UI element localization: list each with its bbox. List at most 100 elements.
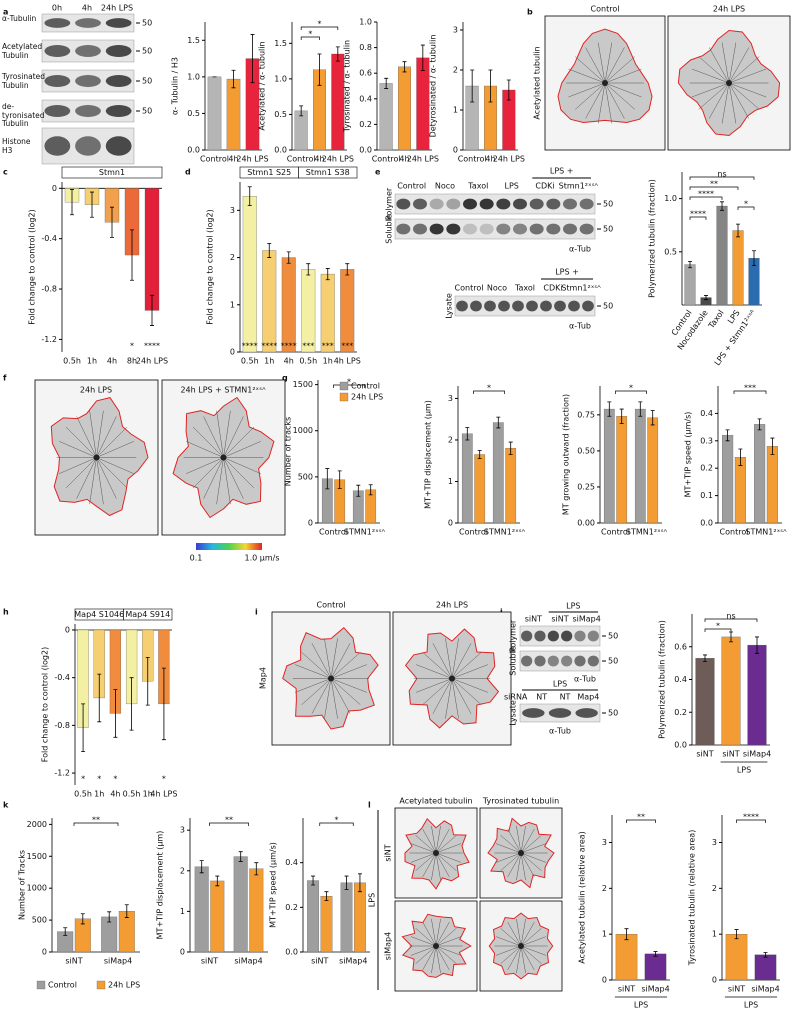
error-bar <box>703 654 707 662</box>
marker-label: 50 <box>142 77 152 86</box>
error-bar <box>736 223 740 238</box>
significance: ** <box>92 816 100 825</box>
blot-band <box>522 708 545 718</box>
bar <box>647 417 659 524</box>
y-tick-label: 0 <box>448 519 453 528</box>
y-tick-label: 0.50 <box>577 446 595 455</box>
x-tick-label: STMN1²ˣˢᴬ <box>626 528 668 537</box>
blot-band <box>540 300 552 312</box>
significance: ** <box>225 816 233 825</box>
significance: **** <box>743 813 759 822</box>
x-tick-label: 4h <box>110 790 120 799</box>
error-bar <box>755 636 759 654</box>
y-tick-label: 500 <box>298 472 313 481</box>
y-tick-label: 2000 <box>27 820 47 829</box>
x-tick-label: STMN1²ˣˢᴬ <box>344 528 386 537</box>
blot-band <box>574 655 586 667</box>
row-label: α-Tubulin <box>2 14 37 23</box>
significance: ** <box>637 813 645 822</box>
bar <box>722 435 734 524</box>
bar <box>732 230 744 306</box>
significance: ns <box>726 612 735 621</box>
row-label: Histone H3 <box>2 137 31 155</box>
y-tick-label: 0.4 <box>674 675 687 684</box>
x-tick-label: 24h LPS <box>407 155 439 164</box>
marker-label: 50 <box>608 632 618 641</box>
x-tick-label: 24h LPS <box>493 155 525 164</box>
centrosome <box>433 943 439 949</box>
column-label: 24h LPS + STMN1²ˣˢᴬ <box>180 386 266 395</box>
antibody-label: α-Tub <box>549 727 571 736</box>
bracket <box>333 384 365 388</box>
significance: * <box>130 342 134 351</box>
error-bar <box>129 677 134 731</box>
y-tick-label: 0.5 <box>274 110 287 119</box>
lane-label: siNT <box>551 615 568 624</box>
y-tick-label: 1500 <box>27 852 47 861</box>
blot-band <box>529 198 544 210</box>
error-bar <box>345 263 350 276</box>
blot-band <box>587 655 599 667</box>
group-label: LPS <box>368 893 377 907</box>
bar <box>242 196 257 353</box>
y-tick-label: 0.25 <box>577 482 595 491</box>
bracket <box>615 390 647 394</box>
y-tick-label: 1 <box>180 907 185 916</box>
lane-label: Stmn1²ˣˢᴬ <box>559 182 599 191</box>
y-tick-label: 1.0 <box>359 18 372 27</box>
significance: * <box>97 775 101 784</box>
y-tick-label: 0.0 <box>674 741 687 750</box>
y-tick-label: 2 <box>448 435 453 444</box>
error-bar <box>402 61 407 73</box>
facet-title: Map4 S1046 <box>74 610 124 619</box>
error-bar <box>757 418 762 431</box>
blot-band <box>429 223 444 235</box>
error-bar <box>357 873 362 893</box>
y-tick-label: 0.6 <box>359 69 372 78</box>
bar <box>716 205 728 306</box>
x-tick-label: 0.5h <box>63 357 81 366</box>
blot-band <box>546 198 561 210</box>
blot-band <box>546 223 561 235</box>
group-label: LPS <box>566 602 580 611</box>
y-tick-label: 0.0 <box>359 146 372 155</box>
blot-band <box>498 300 510 312</box>
y-tick-label: 2 <box>453 66 458 75</box>
column-label: 24h LPS <box>80 386 112 395</box>
y-tick-label: 3 <box>712 838 717 847</box>
lane-label: CDKi <box>535 182 554 191</box>
bar <box>754 954 777 981</box>
y-tick-label: 1 <box>602 930 607 939</box>
x-tick-label: STMN1²ˣˢᴬ <box>484 528 526 537</box>
y-axis-label: MT growing outward (fraction) <box>562 394 571 515</box>
bar <box>379 83 393 151</box>
error-bar <box>107 911 112 923</box>
column-label: 24h LPS <box>713 5 745 14</box>
row-label: Acetylated tubulin <box>533 46 542 119</box>
bar <box>747 644 767 746</box>
error-bar <box>368 484 373 496</box>
column-label: 24h LPS <box>436 601 468 610</box>
lane-label: Control <box>455 284 484 293</box>
y-tick-label: 0 <box>230 348 235 357</box>
bracket <box>704 628 732 632</box>
significance: * <box>629 384 633 393</box>
legend-label: 24h LPS <box>108 981 140 990</box>
y-tick-label: 0.0 <box>285 948 298 957</box>
y-tick-label: 0.3 <box>700 436 713 445</box>
error-bar <box>506 79 511 101</box>
x-tick-label: siNT <box>201 957 218 966</box>
blot-band <box>582 300 594 312</box>
bar <box>281 257 296 353</box>
significance: *** <box>322 342 334 351</box>
blot-band <box>446 198 461 210</box>
centrosome <box>328 675 334 682</box>
error-bar <box>199 860 204 874</box>
y-axis-label: MT+TIP displacement (µm) <box>156 831 165 940</box>
lane-label: CDKi <box>543 284 562 293</box>
error-bar <box>508 441 513 455</box>
blot-band <box>568 300 580 312</box>
panel-label: k <box>3 801 9 810</box>
blot-band <box>75 105 101 117</box>
error-bar <box>299 105 304 117</box>
